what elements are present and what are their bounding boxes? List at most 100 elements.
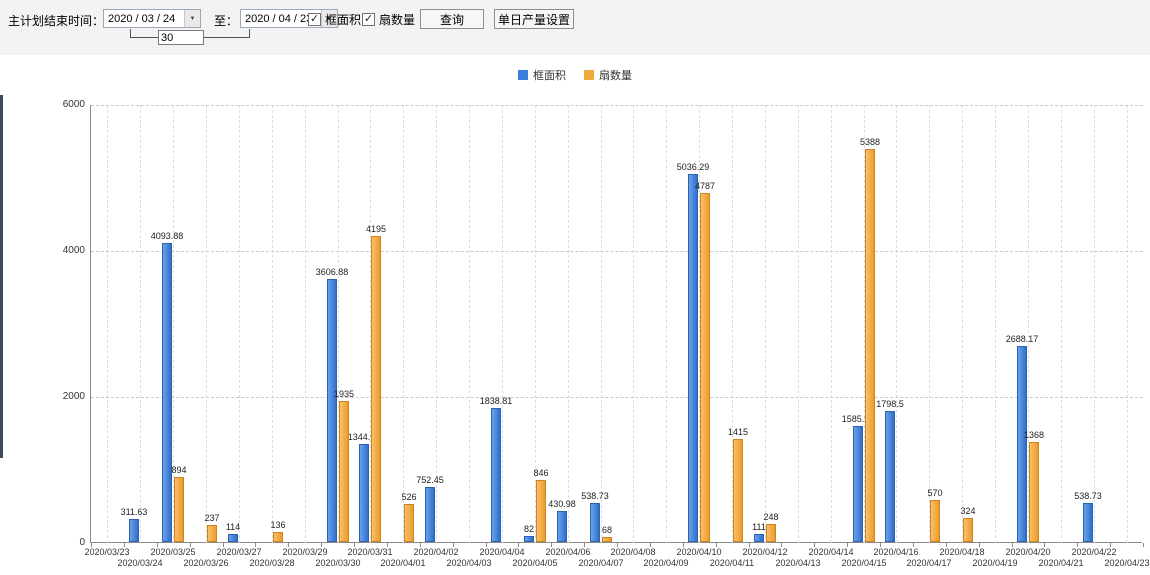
checkbox-frame-area-label: 框面积: [325, 13, 362, 27]
bar-框面积: [557, 511, 567, 542]
check-icon: ✓: [363, 12, 374, 25]
checkbox-fan-count-label: 扇数量: [379, 13, 416, 27]
x-axis-tick: [453, 543, 454, 547]
bar-框面积: [327, 279, 337, 542]
vertical-gridline: [272, 105, 273, 543]
query-button[interactable]: 查询: [420, 9, 484, 29]
date-from-dropdown-button[interactable]: ▼: [184, 10, 200, 27]
vertical-gridline: [305, 105, 306, 543]
x-axis-date-label: 2020/04/20: [1005, 547, 1051, 557]
bar-value-label: 1935: [333, 389, 355, 399]
x-axis-date-label: 2020/04/08: [610, 547, 656, 557]
vertical-gridline: [896, 105, 897, 543]
bar-扇数量: [963, 518, 973, 542]
vertical-gridline: [962, 105, 963, 543]
x-axis-date-label: 2020/04/04: [479, 547, 525, 557]
bar-value-label: 5036.29: [676, 162, 710, 172]
vertical-gridline: [699, 105, 700, 543]
legend-swatch-frame-area: [518, 70, 528, 80]
x-axis-date-label: 2020/03/31: [347, 547, 393, 557]
x-axis-tick: [354, 543, 355, 547]
date-from-picker[interactable]: 2020 / 03 / 24 ▼: [103, 9, 201, 28]
bar-value-label: 248: [763, 512, 779, 522]
x-axis-tick: [486, 543, 487, 547]
to-label: 至：: [214, 14, 239, 28]
vertical-gridline: [535, 105, 536, 543]
bar-value-label: 311.63: [120, 507, 148, 517]
bar-value-label: 5388: [859, 137, 881, 147]
x-axis-date-label: 2020/04/14: [808, 547, 854, 557]
vertical-gridline: [469, 105, 470, 543]
y-axis-tick-label: 2000: [62, 391, 85, 402]
bar-value-label: 4195: [365, 224, 387, 234]
horizontal-gridline: [91, 397, 1143, 398]
toolbar: 主计划结束时间： 2020 / 03 / 24 ▼ 至： 2020 / 04 /…: [0, 0, 1150, 55]
x-axis-date-label: 2020/04/03: [446, 558, 492, 568]
bar-扇数量: [174, 477, 184, 542]
chart-panel: 框面积 扇数量 0 2000 4000 6000 2020/03/23 2020/03/2…: [0, 55, 1150, 575]
bar-value-label: 430.98: [548, 499, 576, 509]
date-to-dropdown-button[interactable]: ▼: [321, 10, 337, 27]
x-axis-date-label: 2020/04/12: [742, 547, 788, 557]
x-axis-tick: [255, 543, 256, 547]
x-axis-tick: [321, 543, 322, 547]
x-axis-date-label: 2020/04/13: [775, 558, 821, 568]
bar-value-label: 136: [270, 520, 286, 530]
plot-area: 0 2000 4000 6000 2020/03/23 2020/03/24 2020/03…: [63, 99, 1150, 568]
x-axis-tick: [880, 543, 881, 547]
x-axis-date-label: 2020/03/24: [117, 558, 163, 568]
x-axis-date-label: 2020/03/29: [282, 547, 328, 557]
bar-框面积: [228, 534, 238, 542]
checkbox-icon[interactable]: ✓: [362, 13, 375, 26]
x-axis-tick: [288, 543, 289, 547]
daily-output-settings-button[interactable]: 单日产量设置: [494, 9, 574, 29]
x-axis-tick: [847, 543, 848, 547]
x-axis-date-label: 2020/04/18: [939, 547, 985, 557]
x-axis-date-label: 2020/04/17: [906, 558, 952, 568]
vertical-gridline: [436, 105, 437, 543]
x-axis-tick: [551, 543, 552, 547]
checkbox-fan-count[interactable]: ✓ 扇数量: [362, 11, 415, 28]
vertical-gridline: [370, 105, 371, 543]
bar-value-label: 526: [401, 492, 417, 502]
x-axis-tick: [913, 543, 914, 547]
y-axis-tick-label: 0: [79, 537, 85, 548]
horizontal-gridline: [91, 105, 1143, 106]
x-axis-tick: [584, 543, 585, 547]
bar-value-label: 68: [601, 525, 612, 535]
checkbox-frame-area[interactable]: ✓ 框面积: [308, 11, 361, 28]
vertical-gridline: [666, 105, 667, 543]
vertical-gridline: [633, 105, 634, 543]
chevron-down-icon: ▼: [326, 15, 333, 22]
bar-扇数量: [1029, 442, 1039, 542]
x-axis-date-label: 2020/04/10: [676, 547, 722, 557]
x-axis-tick: [1143, 543, 1144, 547]
vertical-gridline: [140, 105, 141, 543]
days-interval-input[interactable]: [158, 30, 204, 45]
x-axis-tick: [1044, 543, 1045, 547]
bar-value-label: 4093.88: [150, 231, 184, 241]
bar-框面积: [425, 487, 435, 542]
vertical-gridline: [1061, 105, 1062, 543]
vertical-gridline: [864, 105, 865, 543]
x-axis-date-label: 2020/04/01: [380, 558, 426, 568]
vertical-gridline: [798, 105, 799, 543]
vertical-gridline: [732, 105, 733, 543]
bar-框面积: [754, 534, 764, 542]
bar-value-label: 4787: [694, 181, 716, 191]
vertical-gridline: [765, 105, 766, 543]
x-axis-tick: [157, 543, 158, 547]
bar-扇数量: [536, 480, 546, 542]
vertical-gridline: [831, 105, 832, 543]
bar-value-label: 82: [523, 524, 534, 534]
x-axis-tick: [124, 543, 125, 547]
date-to-value: 2020 / 04 / 23: [245, 12, 313, 25]
x-axis-tick: [749, 543, 750, 547]
bar-value-label: 1368: [1023, 430, 1045, 440]
x-axis-date-label: 2020/04/19: [972, 558, 1018, 568]
legend-label: 框面积: [533, 70, 566, 82]
bar-扇数量: [602, 537, 612, 542]
bar-框面积: [590, 503, 600, 542]
checkbox-icon[interactable]: ✓: [308, 13, 321, 26]
y-axis-tick-label: 4000: [62, 245, 85, 256]
